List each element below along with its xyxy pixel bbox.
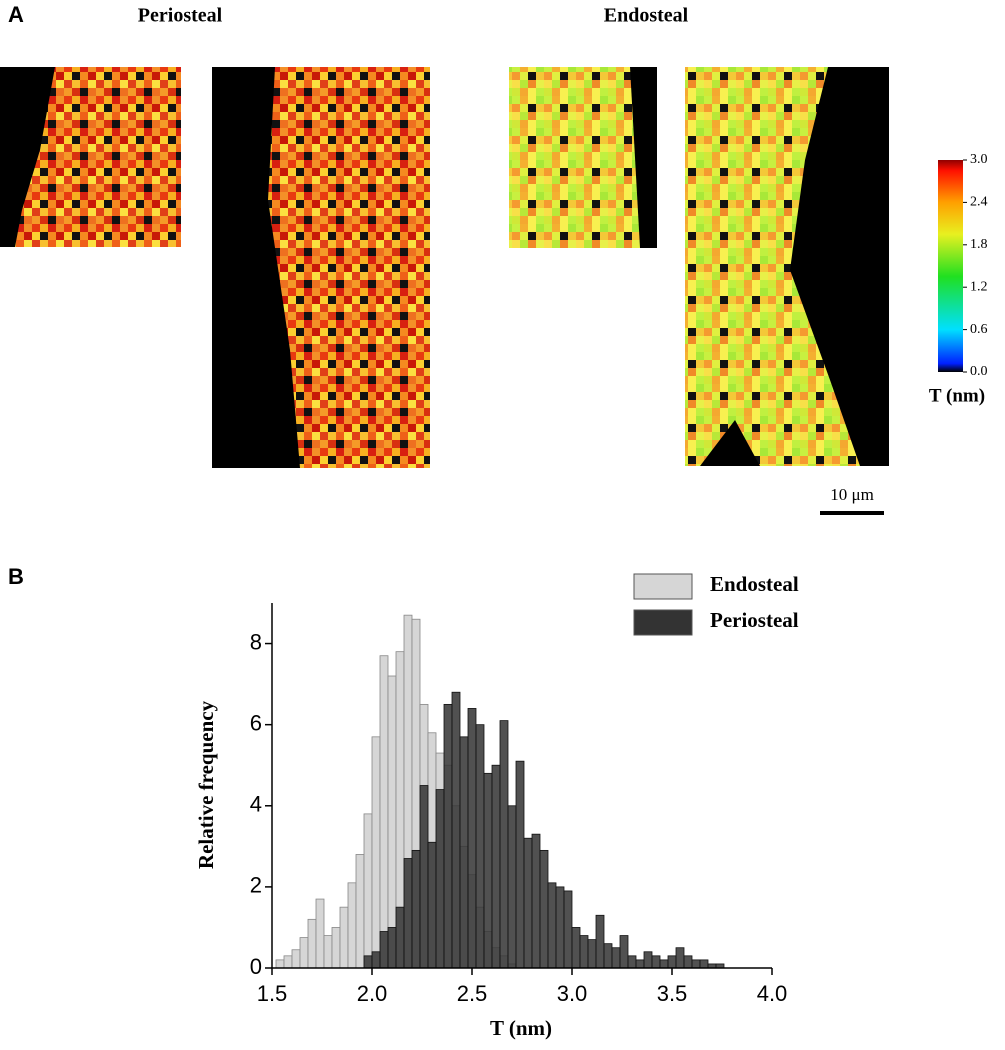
histogram-bar [379,655,389,969]
heatmap [0,67,181,247]
scale-bar-label: 10 μm [830,485,874,504]
histogram-bar [363,955,373,969]
histogram-bar [355,854,365,969]
histogram-bar [491,764,501,969]
histogram-bar [403,858,413,969]
histogram-bar [387,675,397,969]
histogram-bar [683,955,693,969]
y-axis-label: Relative frequency [194,700,218,869]
x-tick-label: 1.5 [257,981,288,1006]
x-tick-label: 2.5 [457,981,488,1006]
histogram-bar [371,736,381,969]
y-tick-label: 8 [250,629,262,654]
heatmap [509,67,657,248]
colorbar-tick-label: 0.0 [970,364,988,379]
histogram-bar [651,955,661,969]
heatmap [212,67,430,468]
colorbar-tick-label: 2.4 [970,195,988,210]
histogram-bar [571,927,581,969]
x-tick-label: 3.5 [657,981,688,1006]
histogram-bar [363,813,373,969]
histogram-bar [291,949,301,969]
histogram-bar [659,959,669,969]
histogram-bar [475,724,485,969]
histogram-bar [419,785,429,969]
y-tick-label: 6 [250,710,262,735]
y-tick-label: 2 [250,873,262,898]
histogram-bar [451,691,461,969]
histogram-bar [323,935,333,969]
histogram-bar [443,703,453,969]
histogram-bar [691,959,701,969]
x-tick-label: 3.0 [557,981,588,1006]
histogram-bar [483,772,493,969]
histogram-bar [395,906,405,969]
panel-label: A [8,2,24,27]
histogram-bar [555,886,565,969]
histogram-bar [411,849,421,969]
legend-swatch [633,573,693,600]
histogram-bar [635,959,645,969]
image-title: Endosteal [604,5,689,27]
histogram-bar [619,935,629,969]
y-tick-label: 4 [250,792,262,817]
y-tick-label: 0 [250,954,262,979]
histogram-bar [539,849,549,969]
histogram-bar [499,720,509,969]
legend-label: Endosteal [710,572,799,596]
colorbar-label: T (nm) [929,385,985,406]
histogram-bar [627,955,637,969]
histogram-bar [667,955,677,969]
histogram-bar [563,890,573,969]
histogram-bar [515,760,525,969]
histogram-bar [579,935,589,969]
legend-label: Periosteal [710,608,799,632]
histogram-bar [507,805,517,969]
histogram-bar [699,959,709,969]
colorbar-tick-label: 0.6 [970,322,988,337]
histogram-bar [283,955,293,969]
histogram-bar [435,789,445,969]
histogram-bar [611,947,621,969]
histogram-bar [379,931,389,969]
histogram-bar [371,951,381,969]
histogram-bar [275,959,285,969]
image-title: Periosteal [138,5,223,27]
histogram-bar [315,898,325,969]
histogram-bar [307,918,317,969]
histogram-bar [299,937,309,969]
histogram-bar [595,914,605,969]
colorbar-tick-label: 3.0 [970,152,988,167]
histogram-bar [643,951,653,969]
histogram-bar [347,882,357,969]
histogram-bar [427,841,437,969]
x-axis-label: T (nm) [490,1016,552,1040]
histogram-bar [331,927,341,969]
histogram-bar [459,736,469,969]
colorbar-tick-label: 1.2 [970,279,988,294]
histogram-bar [387,927,397,969]
heatmap [685,67,889,466]
histogram-bar [339,906,349,969]
x-tick-label: 4.0 [757,981,788,1006]
histogram-bar [523,837,533,969]
colorbar [938,160,963,372]
panel-label: B [8,564,24,589]
histogram-bar [547,882,557,969]
histogram-bar [531,833,541,969]
colorbar-tick-label: 1.8 [970,237,988,252]
histogram-bar [467,708,477,969]
legend-swatch [633,609,693,636]
x-tick-label: 2.0 [357,981,388,1006]
histogram-bar [587,939,597,969]
histogram-bar [675,947,685,969]
histogram-bar [603,943,613,969]
